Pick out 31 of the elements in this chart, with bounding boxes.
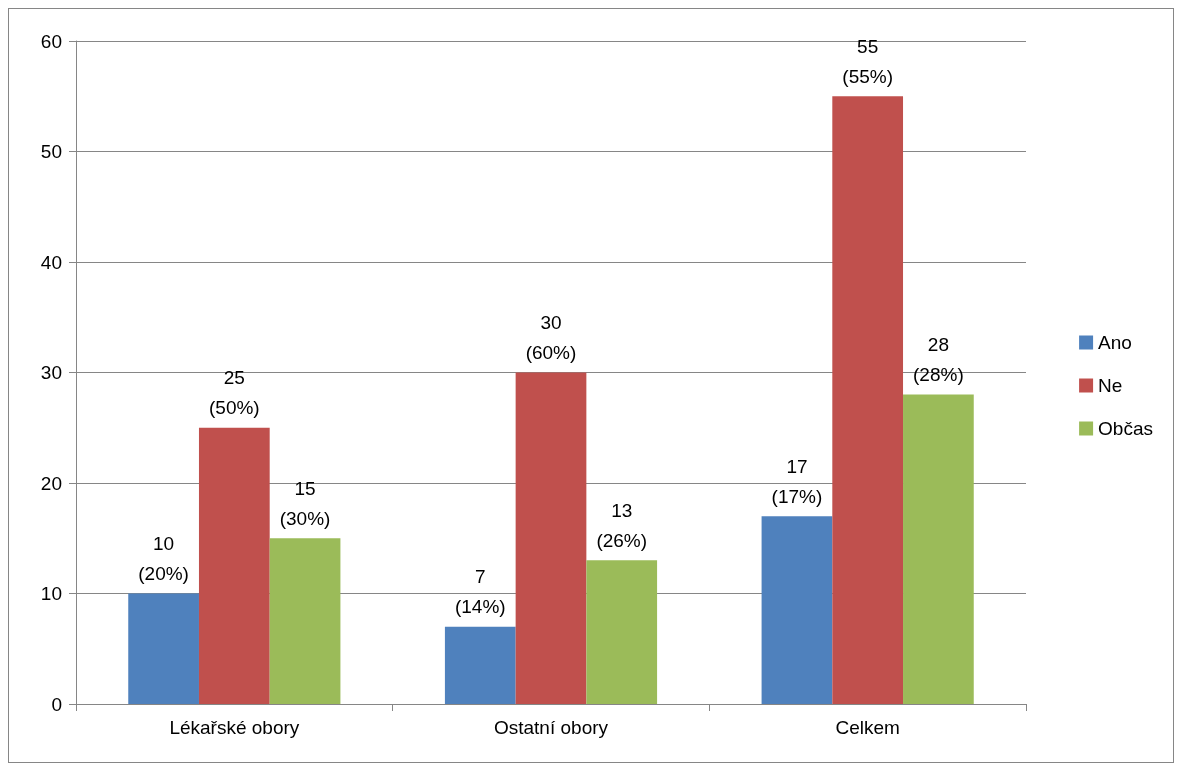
bar	[444, 626, 516, 704]
data-label: 17 (17%)	[771, 455, 823, 507]
y-tick-label: 10	[40, 583, 62, 604]
bar	[198, 427, 270, 704]
bar	[128, 593, 199, 704]
legend-label: Občas	[1098, 418, 1154, 439]
bar	[832, 96, 904, 704]
data-label: 30 (60%)	[525, 312, 577, 363]
x-tick-label: Celkem	[835, 717, 900, 738]
y-tick-label: 20	[40, 472, 62, 494]
y-tick-label: 60	[40, 30, 62, 52]
legend-label: Ne	[1098, 375, 1123, 396]
bar	[269, 538, 341, 704]
data-label: 25 (50%)	[208, 367, 260, 419]
y-tick-label: 40	[40, 251, 62, 273]
x-tick-label: Lékařské obory	[169, 717, 300, 738]
y-tick-label: 50	[40, 141, 62, 162]
data-label: 10 (20%)	[138, 533, 189, 584]
data-label: 7 (14%)	[454, 566, 506, 618]
bar	[903, 394, 974, 704]
bar	[515, 372, 587, 704]
data-label: 13 (26%)	[596, 499, 648, 551]
bar	[586, 560, 658, 704]
legend-label: Ano	[1098, 332, 1132, 353]
x-tick-label: Ostatní obory	[493, 717, 609, 738]
bar	[761, 516, 833, 704]
data-label: 55 (55%)	[842, 35, 894, 87]
y-tick-label: 0	[51, 693, 62, 715]
data-label: 15 (30%)	[279, 477, 331, 529]
data-label: 28 (28%)	[913, 334, 964, 386]
y-tick-label: 30	[40, 362, 62, 383]
